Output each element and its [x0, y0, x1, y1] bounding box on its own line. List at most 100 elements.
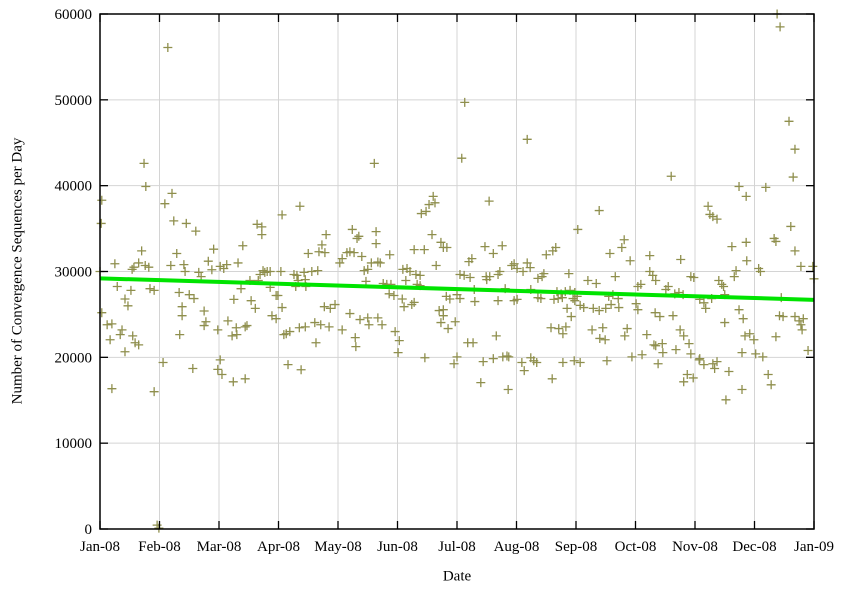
data-point: [319, 302, 329, 312]
data-point: [252, 219, 262, 229]
data-point: [364, 320, 374, 330]
data-point: [240, 374, 250, 384]
data-point: [557, 293, 567, 303]
data-point: [428, 191, 438, 201]
data-point: [337, 254, 347, 264]
data-point: [296, 365, 306, 375]
data-point: [419, 245, 429, 255]
data-point: [627, 352, 637, 362]
data-point: [695, 354, 705, 364]
data-point: [351, 342, 361, 352]
data-point: [631, 299, 641, 309]
data-point: [636, 279, 646, 289]
data-point: [734, 305, 744, 315]
data-point: [337, 325, 347, 335]
data-point: [240, 322, 250, 332]
data-point: [316, 320, 326, 330]
data-point: [763, 370, 773, 379]
data-point: [712, 357, 722, 367]
data-point: [778, 312, 788, 322]
data-point: [484, 196, 494, 206]
data-point: [648, 270, 658, 280]
data-point: [551, 242, 561, 252]
data-point: [189, 294, 199, 304]
data-point: [407, 300, 417, 310]
data-point: [166, 260, 176, 270]
data-point: [199, 321, 209, 331]
data-point: [144, 262, 154, 272]
data-point: [324, 322, 334, 332]
data-point: [803, 345, 813, 355]
data-point: [421, 206, 431, 216]
data-point: [375, 258, 385, 268]
data-point: [345, 309, 355, 319]
data-point: [366, 258, 376, 268]
data-point: [564, 269, 574, 279]
trend-line: [99, 276, 815, 302]
data-point: [399, 302, 409, 312]
data-point: [355, 315, 365, 325]
data-point: [96, 218, 106, 228]
data-point: [207, 265, 217, 275]
x-tick-label: Jun-08: [377, 539, 418, 555]
data-point: [390, 327, 400, 337]
data-point: [645, 251, 655, 261]
x-tick-label: Jan-08: [80, 539, 120, 555]
data-point: [137, 246, 147, 256]
data-point: [655, 312, 665, 322]
data-point: [650, 308, 660, 318]
data-point: [536, 294, 546, 304]
y-tick-label: 50000: [55, 93, 93, 109]
data-point: [228, 377, 238, 387]
data-point: [771, 332, 781, 342]
data-point: [758, 352, 768, 362]
data-point: [729, 272, 739, 282]
data-point: [699, 298, 709, 308]
data-point: [294, 323, 304, 333]
data-point: [614, 303, 624, 313]
data-point: [258, 266, 268, 276]
data-point: [232, 330, 242, 340]
data-point: [734, 182, 744, 192]
y-tick-label: 60000: [55, 7, 93, 23]
data-point: [796, 261, 806, 271]
data-point: [345, 247, 355, 257]
data-point: [485, 272, 495, 282]
data-point: [738, 314, 748, 324]
data-point: [443, 324, 453, 334]
data-point: [712, 214, 722, 224]
data-point: [682, 370, 692, 379]
data-point: [273, 291, 283, 301]
data-point: [354, 231, 364, 241]
x-tick-label: Sep-08: [555, 539, 598, 555]
data-point: [257, 222, 267, 232]
data-point: [717, 279, 727, 289]
data-point: [427, 230, 437, 240]
data-point: [277, 210, 287, 220]
data-point: [549, 294, 559, 304]
data-point: [719, 282, 729, 292]
x-tick-label: Apr-08: [257, 539, 300, 555]
data-point: [790, 144, 800, 154]
data-point: [594, 206, 604, 216]
data-point: [741, 191, 751, 201]
data-point: [601, 303, 611, 313]
data-point: [321, 230, 331, 240]
data-point: [668, 311, 678, 321]
y-tick-label: 10000: [55, 436, 93, 452]
data-point: [512, 263, 522, 273]
data-point: [686, 349, 696, 359]
data-point: [222, 260, 232, 270]
data-point: [438, 311, 448, 321]
data-point: [172, 248, 182, 258]
data-point: [179, 260, 189, 270]
data-point: [488, 354, 498, 364]
data-point: [265, 267, 275, 276]
data-point: [737, 348, 747, 358]
data-point: [310, 318, 320, 328]
data-point: [708, 359, 718, 369]
data-point: [215, 355, 225, 365]
data-point: [442, 242, 452, 252]
data-point: [177, 311, 187, 321]
data-point: [188, 363, 198, 373]
